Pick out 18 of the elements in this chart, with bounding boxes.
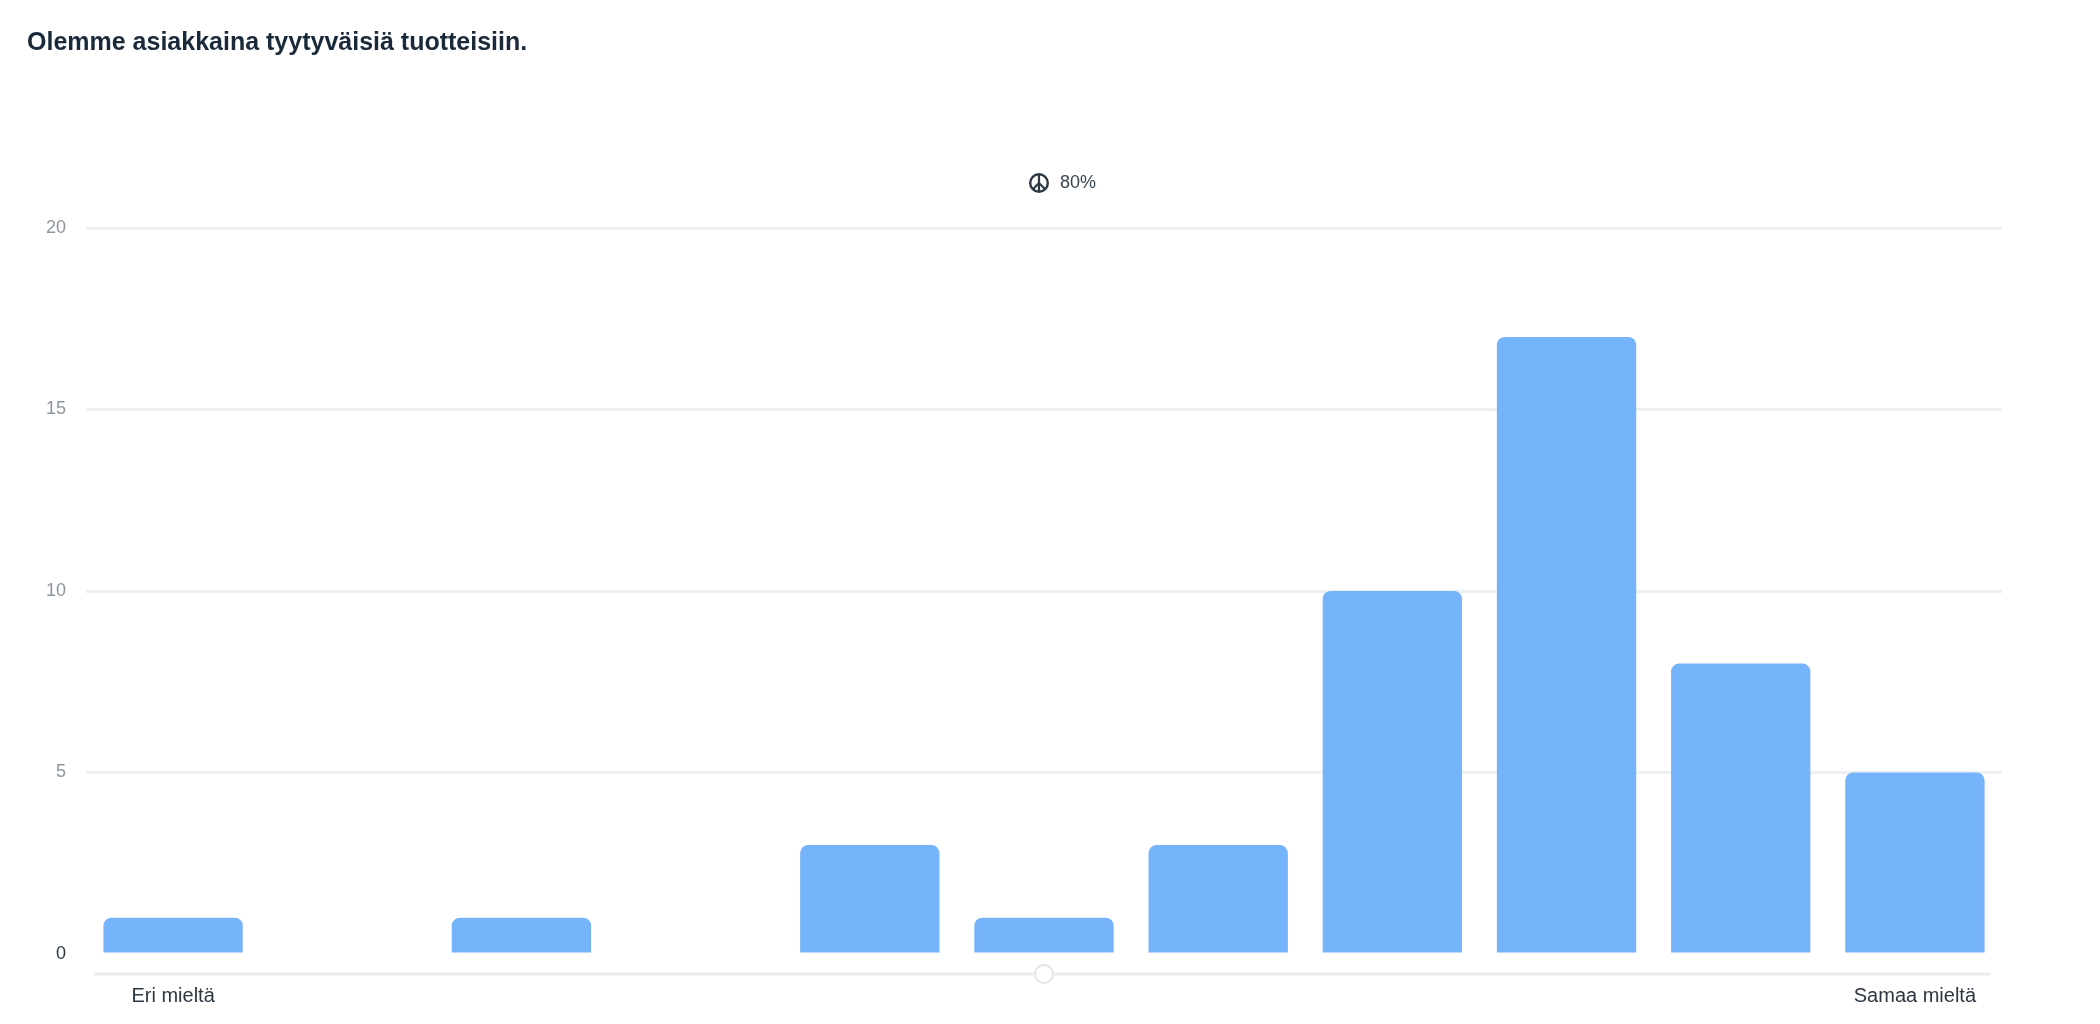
bar [451, 917, 592, 953]
bar [974, 917, 1114, 953]
y-tick-label: 5 [55, 761, 66, 782]
bar [800, 845, 940, 953]
y-tick-label: 20 [45, 216, 66, 237]
bar [103, 917, 243, 953]
chart-title: Olemme asiakkaina tyytyväisiä tuotteisiin. [27, 27, 528, 55]
bar [1148, 845, 1288, 953]
text: 80% [1059, 171, 1097, 192]
x-tick-label: Eri mieltä [131, 983, 216, 1006]
y-tick-label: 10 [45, 579, 66, 600]
bar [1322, 591, 1463, 953]
x-tick-label: Samaa mieltä [1853, 983, 1977, 1006]
y-tick-label: 15 [45, 398, 66, 419]
y-tick-label: 0 [55, 942, 66, 963]
bar [1845, 772, 1985, 953]
bar [1671, 663, 1811, 953]
bar [1496, 336, 1637, 953]
